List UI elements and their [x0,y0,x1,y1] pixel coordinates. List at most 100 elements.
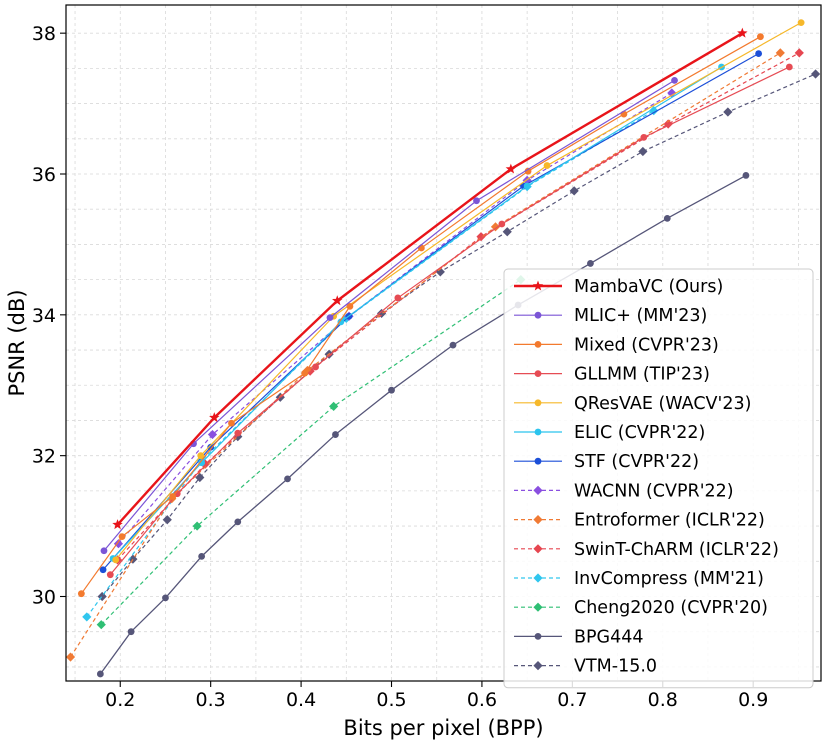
legend-swatch-marker [533,602,543,612]
legend-label: GLLMM (TIP'23) [574,365,710,385]
data-point-wacnn-cvpr-22 [207,429,218,440]
series-layer [66,19,821,678]
legend-item-elic-cvpr-22: ELIC (CVPR'22) [514,423,705,443]
data-point-bpg444 [127,628,135,636]
legend-item-cheng2020-cvpr-20: Cheng2020 (CVPR'20) [514,598,768,618]
legend-swatch-marker [533,485,543,495]
legend-label: BPG444 [574,627,644,647]
legend-box [503,268,814,689]
series-cheng2020-cvpr-20 [96,275,526,630]
y-tick-label: 30 [32,587,56,609]
legend-swatch-marker [533,515,543,525]
legend-label: Mixed (CVPR'23) [574,335,719,355]
data-point-bpg444 [162,594,169,602]
legend-swatch-marker [534,311,542,319]
y-axis-label: PSNR (dB) [5,289,29,396]
legend-label: QResVAE (WACV'23) [574,394,751,414]
series-qresvae-wacv-23 [112,19,805,564]
data-point-qresvae-wacv-23 [797,19,805,27]
data-point-vtm-15-0 [162,515,172,525]
x-tick-label: 0.2 [105,689,135,711]
legend: MambaVC (Ours) MLIC+ (MM'23) Mixed (CVPR'2… [503,268,814,689]
y-tick-label: 36 [32,164,56,186]
data-point-bpg444 [663,214,671,222]
data-point-entroformer-iclr-22 [302,365,313,376]
y-tick-label: 38 [32,23,56,45]
data-point-mixed-cvpr-23 [417,244,425,252]
data-point-elic-cvpr-22 [523,182,531,190]
axis-ticks: 0.2 0.3 0.4 0.5 0.6 0.7 0.8 0.9 30 32 34 36 38 [32,23,768,711]
x-tick-label: 0.4 [286,689,316,711]
data-point-mlic-mm-23 [671,76,678,84]
legend-label: InvCompress (MM'21) [574,569,764,589]
data-point-gllmm-tip-23 [234,429,242,437]
series-line-gllmm-tip-23 [109,66,790,576]
data-point-stf-cvpr-22 [755,50,763,57]
series-mlic-mm-23 [100,76,678,555]
data-point-mambavc-ours [332,295,343,306]
data-point-swint-charm-iclr-22 [200,459,210,469]
data-point-swint-charm-iclr-22 [476,232,486,242]
data-point-gllmm-tip-23 [312,363,319,371]
data-point-mixed-cvpr-23 [757,33,764,41]
series-mixed-cvpr-23 [77,33,764,598]
data-point-stf-cvpr-22 [207,443,215,451]
legend-item-wacnn-cvpr-22: WACNN (CVPR'22) [514,481,734,501]
legend-item-entroformer-iclr-22: Entroformer (ICLR'22) [514,511,765,531]
data-point-mambavc-ours [112,519,123,530]
data-point-elic-cvpr-22 [198,459,206,467]
data-point-swint-charm-iclr-22 [794,48,804,58]
legend-item-mambavc-ours: MambaVC (Ours) [514,277,723,297]
legend-label: Entroformer (ICLR'22) [574,511,765,531]
data-point-entroformer-iclr-22 [490,222,501,232]
data-point-mixed-cvpr-23 [301,369,309,377]
data-point-bpg444 [234,518,242,526]
data-point-gllmm-tip-23 [498,220,506,228]
legend-label: MLIC+ (MM'23) [574,306,707,326]
data-point-vtm-15-0 [638,146,648,157]
data-point-bpg444 [449,341,457,349]
data-point-cheng2020-cvpr-20 [192,521,202,531]
legend-item-mlic-mm-23: MLIC+ (MM'23) [514,306,707,326]
legend-label: ELIC (CVPR'22) [574,423,705,443]
data-point-mlic-mm-23 [326,314,334,322]
legend-item-stf-cvpr-22: STF (CVPR'22) [514,452,699,472]
data-point-invcompress-mm-21 [649,106,659,116]
legend-label: MambaVC (Ours) [574,277,723,297]
legend-label: Cheng2020 (CVPR'20) [574,598,768,618]
legend-swatch-marker [533,544,543,554]
data-point-mambavc-ours [505,163,517,174]
data-point-bpg444 [587,260,594,267]
y-tick-label: 32 [32,446,56,468]
series-mambavc-ours [112,27,748,530]
data-point-bpg444 [198,552,206,560]
legend-item-mixed-cvpr-23: Mixed (CVPR'23) [514,335,719,355]
legend-swatch-marker [534,457,542,465]
data-point-bpg444 [96,670,104,678]
legend-swatch-marker [533,573,543,583]
data-point-vtm-15-0 [195,472,205,483]
data-point-mixed-cvpr-23 [118,533,126,541]
data-point-qresvae-wacv-23 [112,556,120,564]
data-point-gllmm-tip-23 [106,571,114,579]
data-point-cheng2020-cvpr-20 [96,620,106,630]
data-point-mixed-cvpr-23 [524,167,532,175]
data-point-mixed-cvpr-23 [228,419,235,427]
x-tick-label: 0.8 [648,689,678,711]
data-point-entroformer-iclr-22 [66,652,76,662]
legend-swatch-marker [534,633,542,640]
data-point-entroformer-iclr-22 [775,48,785,58]
series-line-cheng2020-cvpr-20 [100,279,522,626]
data-point-qresvae-wacv-23 [543,162,551,169]
data-point-invcompress-mm-21 [82,612,92,622]
data-point-wacnn-cvpr-22 [522,175,532,185]
legend-label: STF (CVPR'22) [574,452,699,472]
data-point-mambavc-ours [209,412,220,423]
data-point-mixed-cvpr-23 [169,493,177,500]
legend-label: SwinT-ChARM (ICLR'22) [574,540,779,560]
x-tick-label: 0.9 [738,689,768,711]
series-line-mixed-cvpr-23 [80,36,761,595]
data-point-bpg444 [742,172,750,179]
series-gllmm-tip-23 [106,63,793,579]
